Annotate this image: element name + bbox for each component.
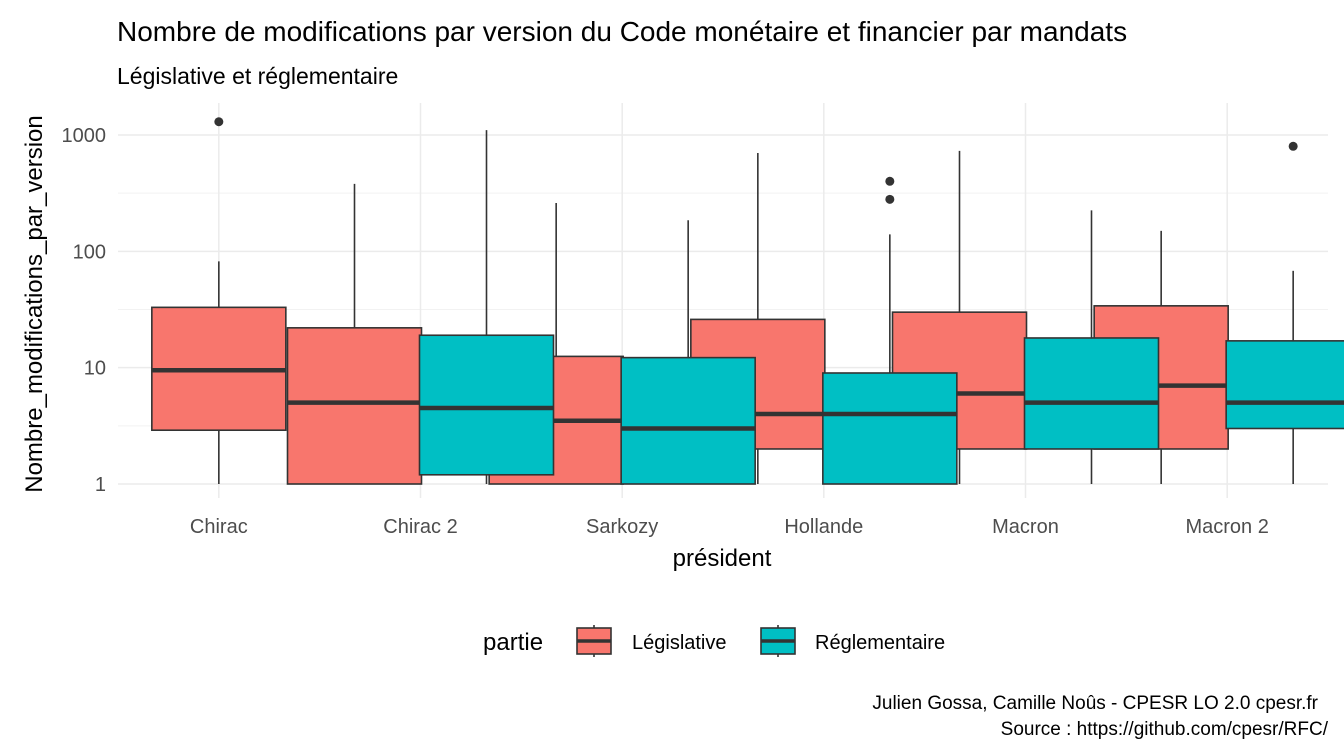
y-tick-labels: 1 10 100 1000 (62, 125, 107, 496)
caption-line-1: Julien Gossa, Camille Noûs - CPESR LO 2.… (872, 693, 1318, 714)
legend: partie Législative Réglementaire (483, 625, 945, 657)
box-Législative-Chirac 2 (286, 183, 423, 485)
x-axis-title: président (673, 545, 772, 572)
y-tick-label: 1000 (62, 125, 107, 147)
box-Réglementaire-Macron 2 (1225, 141, 1344, 484)
caption-line-2: Source : https://github.com/cpesr/RFC/ (1001, 719, 1329, 740)
box-body (620, 356, 756, 485)
legend-label: Réglementaire (815, 632, 945, 654)
box-body (286, 327, 423, 485)
plot-boxes (151, 117, 1344, 485)
box-Réglementaire-Macron (1023, 210, 1160, 484)
box-body (1023, 337, 1160, 450)
x-tick-label: Macron 2 (1185, 516, 1268, 538)
x-tick-label: Hollande (784, 516, 863, 538)
y-tick-label: 10 (84, 358, 106, 380)
x-tick-label: Macron (992, 516, 1059, 538)
box-Législative-Chirac (151, 117, 287, 484)
box-body (1225, 340, 1344, 430)
x-tick-label: Sarkozy (586, 516, 658, 538)
legend-label: Législative (632, 632, 727, 654)
x-tick-label: Chirac 2 (383, 516, 457, 538)
x-tick-labels: Chirac Chirac 2 Sarkozy Hollande Macron Macro… (190, 516, 1269, 538)
y-axis-title: Nombre_modifications_par_version (21, 115, 48, 493)
chart-subtitle: Législative et réglementaire (117, 63, 398, 89)
chart-title: Nombre de modifications par version du C… (117, 16, 1127, 47)
box-body (418, 334, 555, 476)
legend-title: partie (483, 629, 543, 656)
box-body (822, 372, 958, 485)
outlier-point (214, 117, 224, 127)
outlier-point (885, 194, 895, 204)
box-Réglementaire-Chirac 2 (418, 130, 555, 484)
y-tick-label: 1 (95, 474, 106, 496)
box-Réglementaire-Sarkozy (620, 220, 756, 485)
outlier-point (885, 176, 895, 186)
x-tick-label: Chirac (190, 516, 248, 538)
outlier-point (1288, 141, 1298, 151)
box-Réglementaire-Hollande (822, 176, 958, 485)
y-tick-label: 100 (73, 241, 106, 263)
